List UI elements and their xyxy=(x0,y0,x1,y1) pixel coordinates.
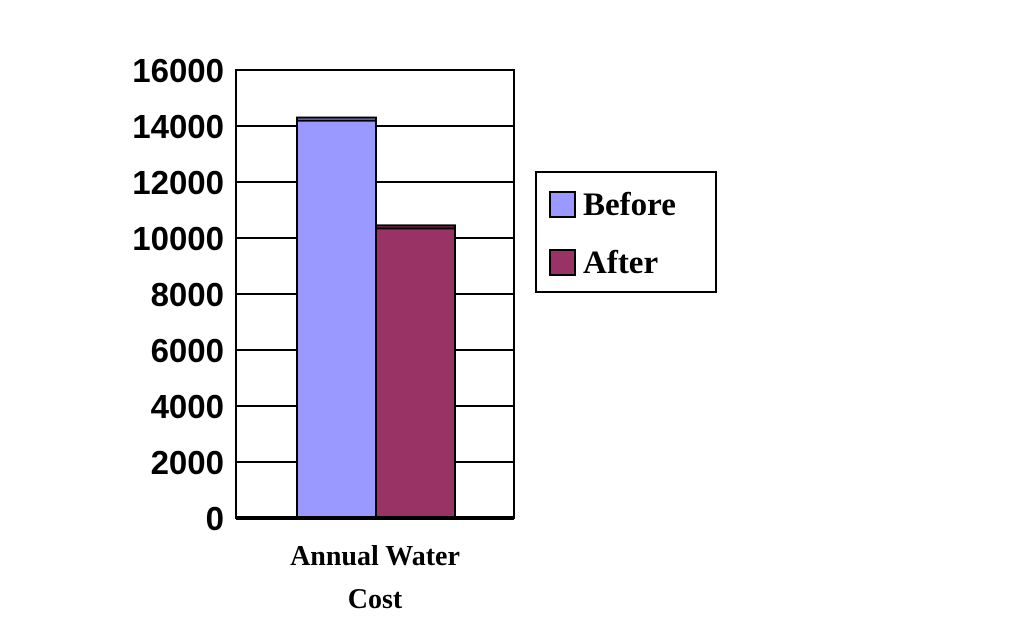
category-label-line-1: Annual Water xyxy=(290,541,460,572)
category-label-line-2: Cost xyxy=(348,584,403,615)
y-tick-label: 2000 xyxy=(151,444,224,481)
y-tick-label: 16000 xyxy=(132,52,224,89)
legend-swatch-before xyxy=(549,191,576,218)
y-tick-label: 14000 xyxy=(132,108,224,145)
x-axis-category-label: Annual Water Cost xyxy=(290,541,460,615)
legend: Before After xyxy=(535,171,717,293)
bar-before xyxy=(296,116,377,519)
y-tick-label: 8000 xyxy=(151,276,224,313)
bar-after xyxy=(375,224,456,519)
legend-swatch-after xyxy=(549,249,576,276)
y-tick-label: 4000 xyxy=(151,388,224,425)
legend-label-before: Before xyxy=(583,187,676,223)
y-tick-label: 6000 xyxy=(151,332,224,369)
y-axis-tick-labels: 0 2000 4000 6000 8000 10000 12000 14000 16000 xyxy=(132,52,224,537)
y-tick-label: 10000 xyxy=(132,220,224,257)
y-tick-label: 0 xyxy=(206,500,224,537)
y-tick-label: 12000 xyxy=(132,164,224,201)
legend-label-after: After xyxy=(583,245,658,281)
bars xyxy=(296,116,456,519)
